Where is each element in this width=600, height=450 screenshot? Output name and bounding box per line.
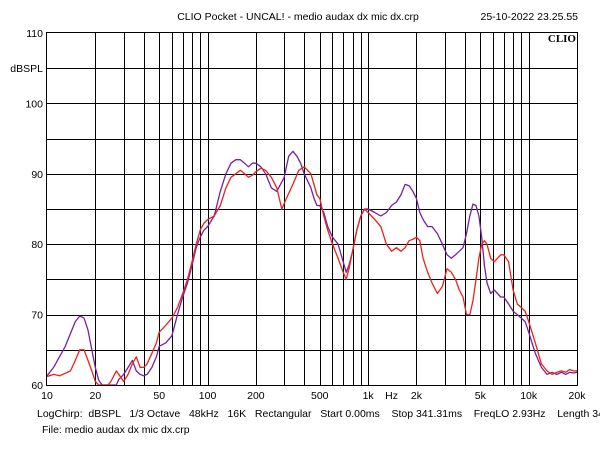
x-tick-label: 50 [153, 390, 165, 402]
x-tick-label: 20k [569, 390, 587, 402]
brand-backdrop [545, 33, 577, 43]
file-name: File: medio audax dx mic dx.crp [42, 424, 190, 436]
measurement-datetime: 25-10-2022 23.25.55 [481, 11, 579, 23]
chart-title: CLIO Pocket - UNCAL! - medio audax dx mi… [177, 11, 419, 23]
x-tick-label: 500 [311, 390, 329, 402]
y-tick-label: 70 [31, 310, 43, 322]
x-tick-label: 2k [411, 390, 423, 402]
y-tick-label: 110 [26, 28, 43, 40]
measurement-settings: LogChirp: dBSPL 1/3 Octave 48kHz 16K Rec… [37, 408, 600, 420]
y-tick-label: 100 [25, 98, 43, 110]
curves [46, 150, 578, 386]
x-tick-label: 100 [199, 390, 217, 402]
series-line [46, 166, 577, 386]
x-tick-label: 10 [41, 390, 53, 402]
clio-brand-logo: CLIO [548, 33, 577, 45]
series-line [46, 150, 578, 386]
x-tick-label: 10k [520, 390, 538, 402]
grid-lines [47, 33, 577, 385]
x-axis-label: Hz [385, 390, 398, 402]
x-axis-ticks: 10 20 50 100 200 500 1k 2k 5k 10k 20k Hz [41, 390, 586, 402]
plot-frame [46, 32, 578, 386]
y-tick-label: 80 [31, 239, 43, 251]
x-tick-label: 20 [89, 390, 101, 402]
y-axis-ticks: 110 100 90 80 70 60 [25, 28, 43, 392]
x-tick-label: 200 [247, 390, 265, 402]
x-tick-label: 5k [475, 390, 487, 402]
y-axis-label: dBSPL [10, 63, 43, 75]
y-tick-label: 90 [31, 169, 43, 181]
y-tick-label: 60 [31, 380, 43, 392]
x-tick-label: 1k [363, 390, 375, 402]
